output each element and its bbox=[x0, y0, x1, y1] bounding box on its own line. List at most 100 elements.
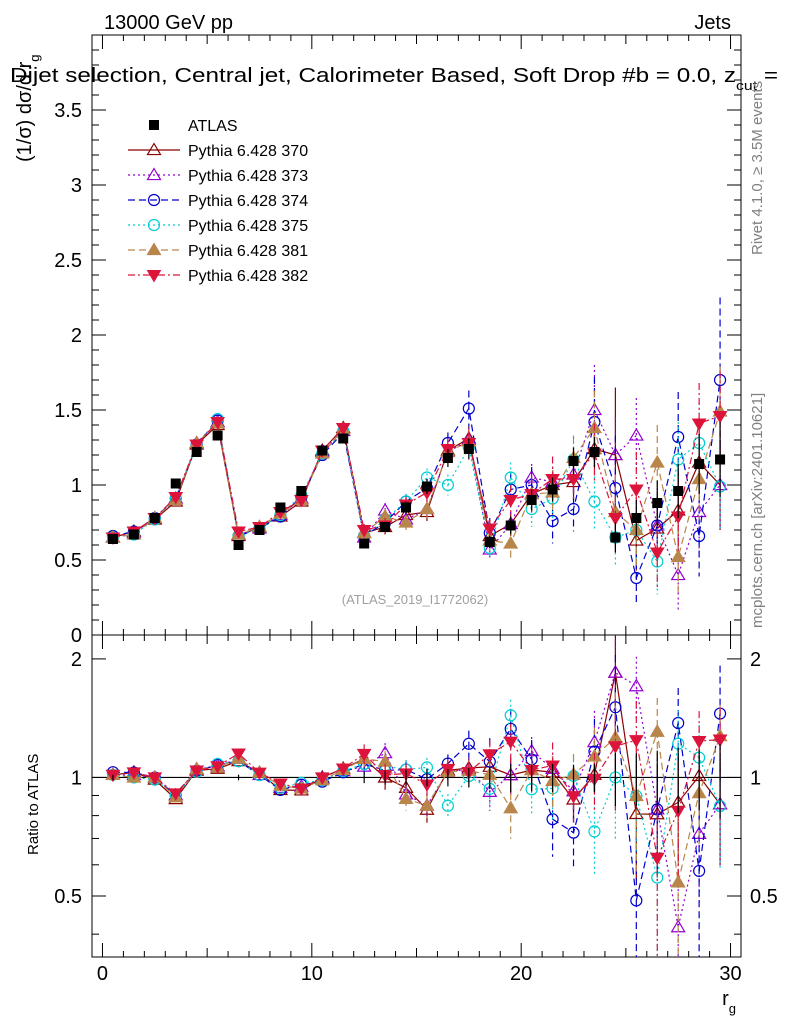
y-tick-label: 1 bbox=[71, 475, 82, 497]
data-point bbox=[628, 427, 644, 441]
legend-marker bbox=[146, 242, 162, 256]
legend-label: Pythia 6.428 381 bbox=[188, 243, 308, 260]
ratio-point bbox=[398, 791, 414, 805]
data-point bbox=[546, 514, 559, 528]
ratio-series-atlas bbox=[112, 744, 721, 819]
legend: ATLAS Pythia 6.428 370 Pythia 6.428 373 Pyt… bbox=[128, 118, 308, 285]
ratio-point bbox=[293, 783, 309, 796]
ratio-y-axis-title: Ratio to ATLAS bbox=[25, 754, 42, 855]
data-point bbox=[628, 532, 644, 546]
legend-marker bbox=[149, 120, 159, 130]
data-point bbox=[254, 525, 265, 535]
data-point bbox=[380, 522, 391, 532]
ratio-point bbox=[356, 748, 372, 762]
ratio-point bbox=[503, 800, 519, 814]
data-point bbox=[189, 439, 205, 452]
data-point bbox=[568, 456, 579, 466]
legend-label: Pythia 6.428 374 bbox=[188, 193, 308, 210]
data-point bbox=[401, 502, 412, 513]
ratio-y-tick-label-right: 2 bbox=[750, 649, 761, 671]
data-point bbox=[442, 453, 453, 463]
data-point bbox=[210, 416, 225, 430]
analysis-watermark: (ATLAS_2019_I1772062) bbox=[342, 592, 488, 607]
x-tick-label: 10 bbox=[301, 963, 323, 985]
ratio-y-tick-label: 0.5 bbox=[54, 886, 82, 908]
legend-entry: Pythia 6.428 370 bbox=[128, 142, 308, 160]
ratio-series-line bbox=[112, 731, 721, 883]
ratio-point bbox=[712, 734, 728, 748]
data-point bbox=[526, 495, 537, 505]
data-point bbox=[275, 502, 286, 513]
ratio-point bbox=[628, 806, 644, 820]
ratio-point bbox=[335, 763, 351, 777]
y-tick-label: 3 bbox=[71, 175, 82, 197]
series-pythia-6-428-375 bbox=[106, 402, 727, 595]
legend-label: ATLAS bbox=[188, 118, 238, 135]
ratio-series-pythia-6-428-370 bbox=[105, 635, 728, 880]
data-point bbox=[191, 447, 202, 457]
data-point bbox=[715, 454, 726, 465]
data-point bbox=[673, 486, 684, 496]
data-point bbox=[149, 513, 160, 523]
data-point bbox=[421, 481, 432, 492]
data-point bbox=[482, 523, 498, 536]
legend-label: Pythia 6.428 370 bbox=[188, 143, 308, 160]
data-point bbox=[691, 418, 707, 431]
ratio-point bbox=[504, 709, 517, 722]
data-point bbox=[296, 486, 307, 496]
ratio-point bbox=[630, 894, 643, 907]
x-axis-title-sub: g bbox=[729, 1001, 736, 1016]
x-tick-label: 0 bbox=[97, 963, 108, 985]
ratio-series-line bbox=[112, 672, 721, 815]
ratio-point bbox=[168, 788, 184, 801]
data-point bbox=[128, 529, 139, 540]
legend-entry: Pythia 6.428 374 bbox=[128, 193, 308, 210]
data-point bbox=[356, 524, 372, 538]
y-axis-title-main: (1/σ) dσ/d r bbox=[14, 61, 36, 162]
data-point bbox=[168, 491, 184, 505]
legend-entry: Pythia 6.428 373 bbox=[128, 167, 308, 185]
data-point bbox=[317, 445, 328, 456]
ratio-point bbox=[567, 826, 580, 839]
ratio-series-pythia-6-428-381 bbox=[105, 692, 728, 957]
legend-marker bbox=[146, 269, 162, 283]
series-line bbox=[112, 379, 721, 580]
data-point bbox=[628, 484, 644, 497]
data-point bbox=[547, 484, 558, 495]
data-point bbox=[649, 454, 665, 468]
ratio-point bbox=[693, 864, 706, 878]
ratio-point bbox=[314, 772, 330, 785]
ratio-point bbox=[252, 767, 267, 781]
y-tick-label: 2.5 bbox=[54, 250, 82, 272]
ratio-point bbox=[503, 736, 519, 750]
ratio-point bbox=[273, 778, 288, 792]
ratio-point bbox=[628, 735, 644, 748]
ratio-point bbox=[419, 797, 435, 811]
data-point bbox=[694, 459, 705, 469]
ratio-point bbox=[670, 874, 686, 888]
y-tick-label: 3.5 bbox=[54, 100, 82, 122]
ratio-point bbox=[462, 737, 475, 750]
series-line bbox=[112, 411, 721, 558]
plot-title-main: Dijet selection, Central jet, Calorimete… bbox=[10, 65, 736, 87]
data-point bbox=[652, 498, 663, 508]
y-tick-label: 0.5 bbox=[54, 550, 82, 572]
data-point bbox=[712, 410, 728, 424]
data-point bbox=[462, 402, 475, 415]
header-left-label: 13000 GeV pp bbox=[104, 12, 233, 34]
data-point bbox=[107, 534, 118, 544]
x-tick-label: 20 bbox=[510, 963, 532, 985]
header-right-label: Jets bbox=[694, 12, 731, 34]
ratio-point bbox=[482, 784, 498, 797]
data-point bbox=[441, 478, 455, 492]
y-axis-title-sub: g bbox=[27, 55, 42, 62]
data-point bbox=[608, 512, 623, 526]
data-point bbox=[338, 433, 349, 444]
data-point bbox=[567, 502, 580, 516]
mcplots-label: mcplots.cern.ch [arXiv:2401.10621] bbox=[749, 393, 766, 628]
ratio-point bbox=[231, 748, 246, 762]
legend-label: Pythia 6.428 382 bbox=[188, 268, 308, 285]
ratio-point bbox=[588, 825, 601, 838]
data-point bbox=[398, 514, 414, 528]
